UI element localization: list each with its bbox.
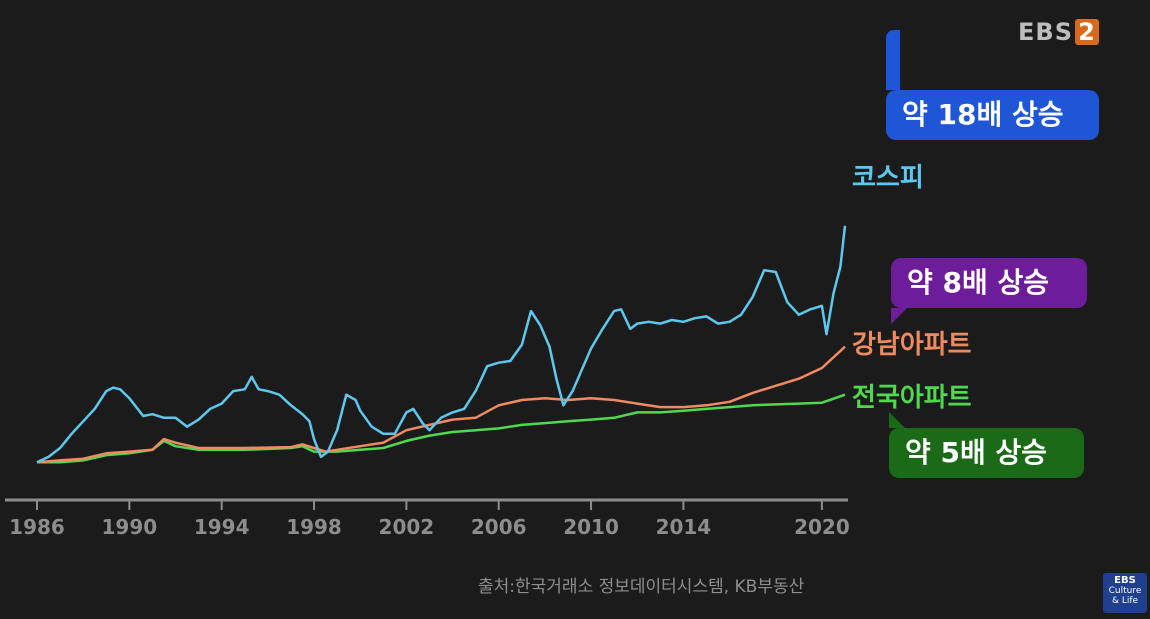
series-label-kospi: 코스피 — [852, 163, 924, 193]
series-line-0 — [36, 225, 847, 464]
series-layer — [36, 225, 847, 464]
x-tick-label: 2006 — [471, 515, 527, 539]
ebs2-logo: EBS 2 — [1018, 18, 1099, 46]
annotation-kospi-increase: 약 18배 상승 — [886, 30, 1099, 140]
x-tick-label: 1994 — [194, 515, 250, 539]
badge-line-3: & Life — [1111, 596, 1139, 606]
logo-number: 2 — [1074, 19, 1099, 45]
x-tick-label: 1998 — [286, 515, 342, 539]
source-caption: 출처:한국거래소 정보데이터시스템, KB부동산 — [478, 577, 805, 597]
series-label-gangnam: 강남아파트 — [852, 330, 972, 360]
x-tick-label: 2010 — [563, 515, 619, 539]
badge-line-1: EBS — [1114, 575, 1136, 586]
x-tick-label: 1990 — [102, 515, 158, 539]
x-tick-label: 2020 — [794, 515, 850, 539]
annotation-gangnam-increase: 약 8배 상승 — [891, 258, 1087, 324]
series-line-2 — [37, 393, 846, 464]
x-tick-label: 1986 — [9, 515, 65, 539]
series-line-1 — [36, 345, 846, 464]
x-tick-labels: 1986 1990 1994 1998 2002 2006 2010 2014 2020 — [9, 500, 850, 539]
x-tick-label: 2002 — [379, 515, 435, 539]
badge-line-2: Culture — [1108, 586, 1142, 596]
ebs-culture-life-badge: EBS Culture & Life — [1103, 573, 1147, 613]
annotation-national-increase: 약 5배 상승 — [889, 412, 1084, 478]
logo-text: EBS — [1018, 18, 1073, 46]
x-tick-label: 2014 — [656, 515, 712, 539]
series-label-national: 전국아파트 — [852, 383, 972, 413]
